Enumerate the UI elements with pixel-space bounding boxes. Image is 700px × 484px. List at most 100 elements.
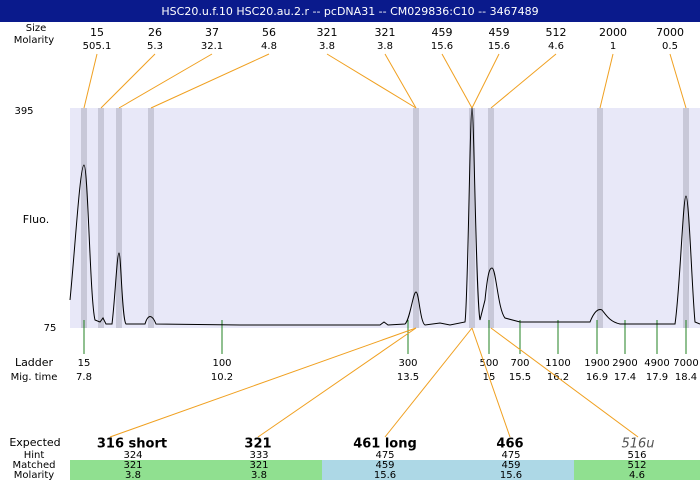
peak-band: [116, 108, 122, 328]
y-axis-label: Fluo.: [23, 213, 49, 226]
peak-connector: [326, 53, 417, 109]
peak-size: 37: [205, 26, 219, 39]
molarity: 3.8: [251, 470, 267, 480]
ladder-time: 17.4: [614, 372, 636, 383]
ladder-size: 500: [479, 358, 498, 369]
peak-molarity: 5.3: [147, 41, 163, 52]
hint: 333: [249, 450, 268, 461]
expected-name: 321: [244, 437, 271, 452]
ladder-size: 1900: [584, 358, 609, 369]
ladder-time: 7.8: [76, 372, 92, 383]
ladder-time: 13.5: [397, 372, 419, 383]
matched: 459: [501, 460, 520, 471]
peak-molarity: 505.1: [83, 41, 112, 52]
peak-size: 512: [546, 26, 567, 39]
ladder-size: 7000: [673, 358, 698, 369]
peak-band: [81, 108, 87, 328]
matched: 321: [123, 460, 142, 471]
peak-band: [413, 108, 419, 328]
y-min: 75: [44, 323, 57, 334]
ladder-time: 16.9: [586, 372, 608, 383]
hint: 475: [501, 450, 520, 461]
peak-connector: [471, 53, 500, 109]
peak-molarity: 32.1: [201, 41, 223, 52]
peak-size: 7000: [656, 26, 684, 39]
expected-connector: [471, 327, 511, 438]
row-label: Molarity: [14, 470, 54, 480]
plot-area: [70, 108, 700, 328]
ladder-size: 1100: [545, 358, 570, 369]
peak-molarity: 15.6: [431, 41, 453, 52]
ladder-size: 2900: [612, 358, 637, 369]
matched-cell: [574, 460, 700, 480]
peak-size: 2000: [599, 26, 627, 39]
row-label: Hint: [24, 450, 45, 461]
peak-band: [148, 108, 154, 328]
peak-connector: [100, 53, 156, 109]
title-bar: [0, 0, 700, 22]
expected-label: Expected: [9, 436, 60, 449]
peak-band: [488, 108, 494, 328]
peak-size: 15: [90, 26, 104, 39]
peak-molarity: 15.6: [488, 41, 510, 52]
expected-connector: [109, 327, 417, 438]
ladder-size: 15: [78, 358, 91, 369]
molarity-label: Molarity: [14, 35, 54, 46]
expected-name: 316 short: [97, 437, 167, 452]
expected-name: 516u: [621, 437, 654, 452]
ladder-time: 18.4: [675, 372, 697, 383]
peak-size: 56: [262, 26, 276, 39]
expected-connector: [490, 327, 639, 438]
molarity: 15.6: [374, 470, 396, 480]
peak-connector: [441, 53, 473, 109]
ladder-time: 10.2: [211, 372, 233, 383]
ladder-size: 100: [212, 358, 231, 369]
molarity: 15.6: [500, 470, 522, 480]
peak-band: [469, 108, 475, 328]
row-label: Matched: [12, 460, 55, 471]
peak-molarity: 3.8: [377, 41, 393, 52]
peak-size: 321: [375, 26, 396, 39]
trace: [69, 107, 700, 326]
peak-band: [98, 108, 104, 328]
ladder-time: 15.5: [509, 372, 531, 383]
peak-connector: [490, 53, 557, 109]
size-label: Size: [26, 23, 47, 34]
title: HSC20.u.f.10 HSC20.au.2.r -- pcDNA31 -- …: [161, 5, 538, 18]
peak-size: 459: [489, 26, 510, 39]
peak-size: 459: [432, 26, 453, 39]
mig-time-label: Mig. time: [11, 372, 58, 383]
y-max: 395: [14, 106, 33, 117]
peak-molarity: 0.5: [662, 41, 678, 52]
matched-cell: [196, 460, 322, 480]
matched: 512: [627, 460, 646, 471]
expected-name: 466: [496, 437, 523, 452]
hint: 324: [123, 450, 142, 461]
matched-cell: [448, 460, 574, 480]
peak-connector: [118, 53, 213, 109]
hint: 475: [375, 450, 394, 461]
ladder-size: 300: [398, 358, 417, 369]
peak-molarity: 4.6: [548, 41, 564, 52]
matched: 321: [249, 460, 268, 471]
peak-molarity: 4.8: [261, 41, 277, 52]
peak-band: [683, 108, 689, 328]
matched: 459: [375, 460, 394, 471]
molarity: 3.8: [125, 470, 141, 480]
peak-band: [597, 108, 603, 328]
expected-connector: [257, 327, 417, 438]
matched-cell: [70, 460, 196, 480]
ladder-label: Ladder: [15, 356, 54, 369]
peak-connector: [669, 53, 687, 109]
matched-cell: [322, 460, 448, 480]
peak-connector: [599, 53, 614, 109]
ladder-size: 700: [510, 358, 529, 369]
molarity: 4.6: [629, 470, 645, 480]
ladder-size: 4900: [644, 358, 669, 369]
peak-size: 321: [317, 26, 338, 39]
peak-connector: [83, 53, 98, 109]
peak-molarity: 3.8: [319, 41, 335, 52]
hint: 516: [627, 450, 646, 461]
peak-connector: [384, 53, 417, 109]
